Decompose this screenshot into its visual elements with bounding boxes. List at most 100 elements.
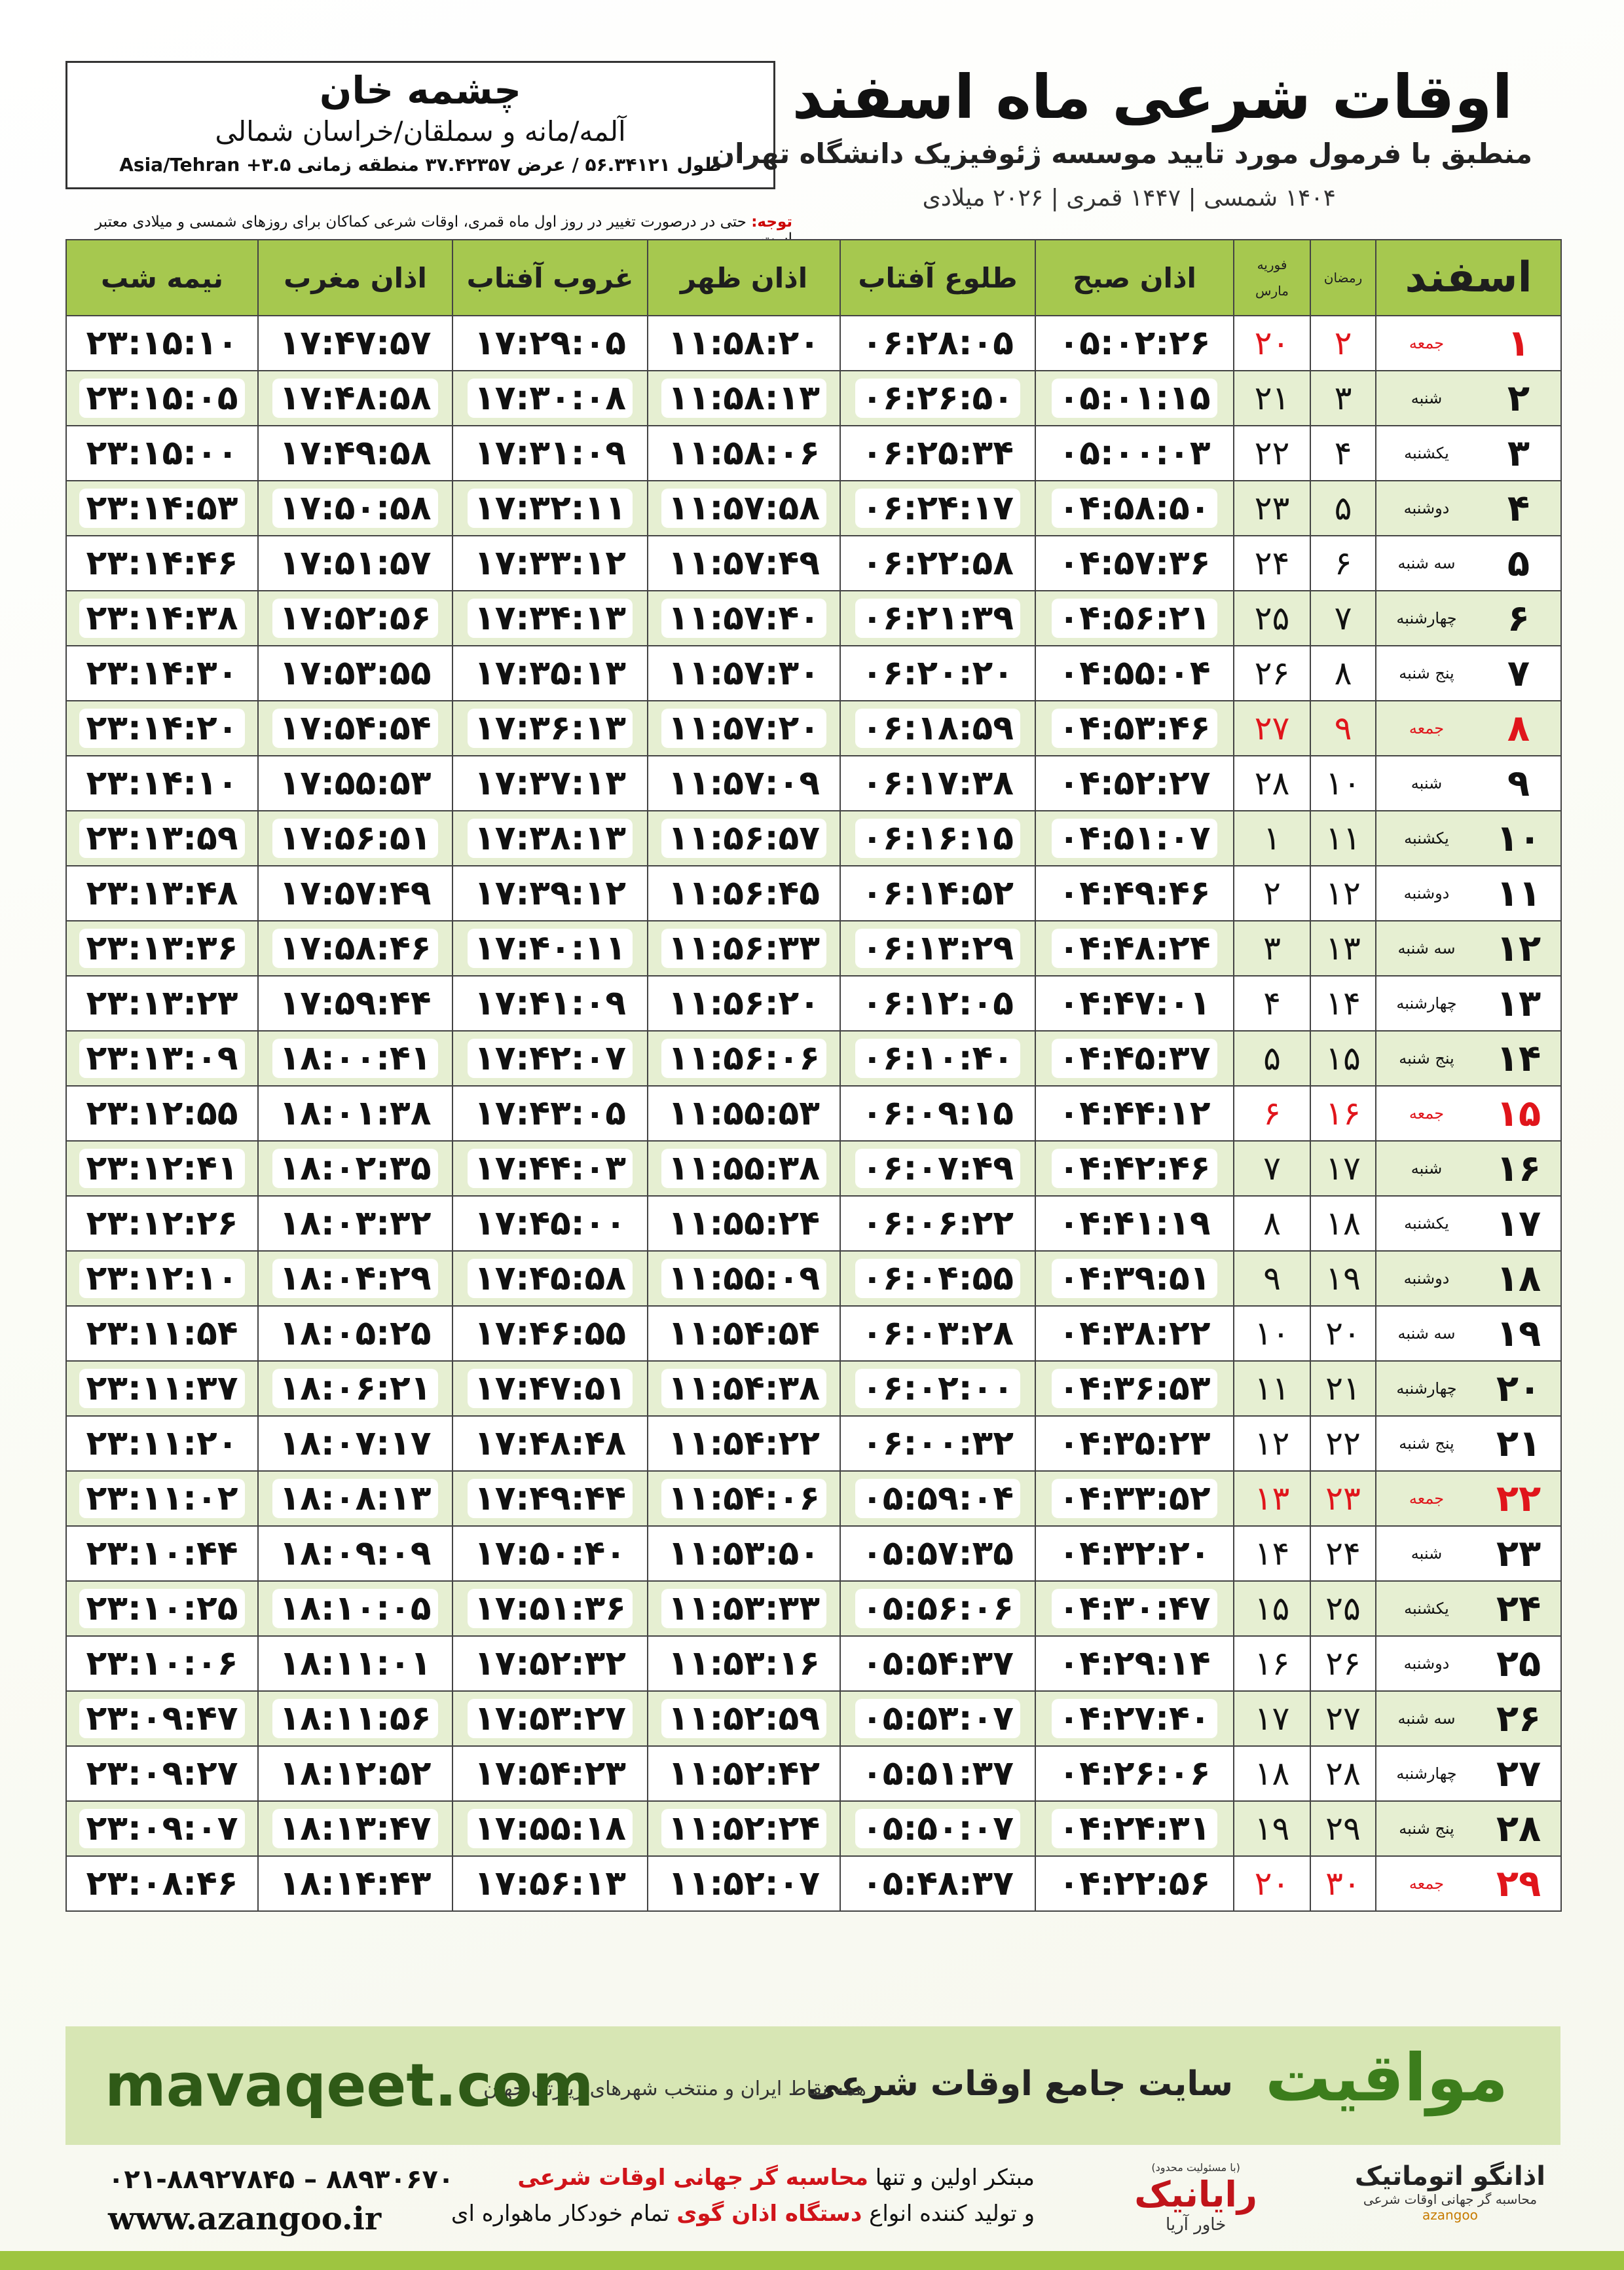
time-cell: ۰۴:۳۵:۲۳ (1035, 1415, 1234, 1472)
time-cell: ۰۶:۰۷:۴۹ (840, 1140, 1036, 1197)
table-body: ۱ جمعه ۲ ۲۰ ۰۵:۰۲:۲۶ ۰۶:۲۸:۰۵ ۱۱:۵۸:۲۰ ۱۷:۲۹:۰۵… (65, 315, 1562, 1912)
time-cell: ۰۵:۵۳:۰۷ (840, 1690, 1036, 1747)
time: ۱۷:۲۹:۰۵ (467, 324, 633, 363)
time-cell: ۰۶:۲۵:۳۴ (840, 425, 1036, 481)
time-cell: ۱۷:۴۱:۰۹ (452, 975, 648, 1032)
time: ۱۷:۵۶:۱۳ (467, 1864, 633, 1903)
time-cell: ۱۸:۰۲:۳۵ (257, 1140, 453, 1197)
time-cell: ۰۴:۲۹:۱۴ (1035, 1635, 1234, 1692)
lunar-day: ۶ (1310, 535, 1376, 591)
weekday: چهارشنبه (1375, 975, 1477, 1032)
time: ۰۴:۳۵:۲۳ (1052, 1424, 1217, 1463)
lunar-day: ۲ (1310, 315, 1376, 371)
text: دستگاه اذان گوی (676, 2201, 862, 2227)
time-cell: ۱۷:۳۱:۰۹ (452, 425, 648, 481)
time: ۱۷:۵۴:۵۴ (272, 709, 438, 748)
weekday: شنبه (1375, 755, 1477, 811)
website: www.azangoo.ir (108, 2201, 382, 2237)
text: تمام خودکار ماهواره ای (451, 2201, 670, 2227)
time: ۰۴:۴۵:۳۷ (1052, 1039, 1217, 1078)
weekday: شنبه (1375, 1525, 1477, 1582)
time: ۲۳:۱۵:۰۰ (79, 434, 245, 473)
gregorian-day: ۲۶ (1233, 645, 1311, 701)
time: ۱۱:۵۴:۵۴ (661, 1314, 827, 1353)
time-cell: ۰۶:۰۲:۰۰ (840, 1360, 1036, 1417)
lunar-day: ۲۱ (1310, 1360, 1376, 1417)
lunar-day: ۱۰ (1310, 755, 1376, 811)
gregorian-day: ۲ (1233, 865, 1311, 921)
time: ۲۳:۱۳:۰۹ (79, 1039, 245, 1078)
day: ۲ (1477, 370, 1562, 426)
time: ۰۴:۴۱:۱۹ (1052, 1204, 1217, 1243)
day: ۲۰ (1477, 1360, 1562, 1417)
time-cell: ۱۱:۵۶:۳۳ (647, 920, 841, 977)
lunar-day: ۱۴ (1310, 975, 1376, 1032)
time-cell: ۱۱:۵۳:۳۳ (647, 1580, 841, 1637)
time: ۰۴:۵۸:۵۰ (1052, 489, 1217, 528)
weekday: شنبه (1375, 1140, 1477, 1197)
time: ۱۸:۱۱:۵۶ (272, 1699, 438, 1738)
time-cell: ۱۷:۵۳:۲۷ (452, 1690, 648, 1747)
time: ۰۶:۰۳:۲۸ (855, 1314, 1021, 1353)
time-cell: ۲۳:۱۲:۴۱ (65, 1140, 259, 1197)
gregorian-day: ۱۸ (1233, 1745, 1311, 1802)
column-header: نیمه شب (65, 239, 259, 316)
time-cell: ۰۶:۱۰:۴۰ (840, 1030, 1036, 1087)
weekday: سه شنبه (1375, 1305, 1477, 1362)
lunar-day: ۱۱ (1310, 810, 1376, 866)
time-cell: ۰۶:۲۰:۲۰ (840, 645, 1036, 701)
time: ۰۶:۲۱:۳۹ (855, 599, 1021, 638)
time: ۰۵:۵۰:۰۷ (855, 1809, 1021, 1848)
table-row: ۱۳ چهارشنبه ۱۴ ۴ ۰۴:۴۷:۰۱ ۰۶:۱۲:۰۵ ۱۱:۵۶:۲۰ ۱۷:… (65, 975, 1562, 1032)
gregorian-day: ۲۳ (1233, 480, 1311, 536)
time-cell: ۱۱:۵۵:۵۳ (647, 1085, 841, 1142)
time: ۲۳:۱۳:۳۶ (79, 929, 245, 968)
time: ۱۱:۵۶:۵۷ (661, 819, 827, 858)
time-cell: ۱۱:۵۴:۵۴ (647, 1305, 841, 1362)
text: محاسبه گر جهانی اوقات شرعی (517, 2165, 868, 2191)
prayer-table: اسفند رمضان فوریه مارس اذان صبح طلوع آفتاب اذا… (65, 239, 1562, 1912)
time: ۲۳:۱۰:۰۶ (79, 1644, 245, 1683)
location-name: چشمه خان (319, 68, 522, 113)
gregorian-day: ۲۷ (1233, 700, 1311, 756)
time: ۰۶:۱۳:۲۹ (855, 929, 1021, 968)
time: ۱۱:۵۲:۲۴ (661, 1809, 827, 1848)
time-cell: ۱۷:۵۱:۵۷ (257, 535, 453, 591)
day: ۲۱ (1477, 1415, 1562, 1472)
time: ۰۶:۲۵:۳۴ (855, 434, 1021, 473)
time-cell: ۱۷:۳۹:۱۲ (452, 865, 648, 921)
time-cell: ۰۴:۵۳:۴۶ (1035, 700, 1234, 756)
lunar-day: ۱۶ (1310, 1085, 1376, 1142)
time-cell: ۲۳:۱۲:۲۶ (65, 1195, 259, 1252)
time: ۱۱:۵۳:۳۳ (661, 1589, 827, 1628)
time: ۰۴:۳۹:۵۱ (1052, 1259, 1217, 1298)
note-label: توجه: (751, 214, 792, 231)
time-cell: ۱۱:۵۵:۳۸ (647, 1140, 841, 1197)
logo-text: رایانیک (1134, 2174, 1257, 2215)
time: ۱۱:۵۴:۲۲ (661, 1424, 827, 1463)
time: ۱۱:۵۶:۲۰ (661, 984, 827, 1023)
time-cell: ۱۱:۵۷:۳۰ (647, 645, 841, 701)
time: ۱۸:۰۳:۳۲ (272, 1204, 438, 1243)
time-cell: ۰۵:۵۰:۰۷ (840, 1800, 1036, 1857)
time-cell: ۱۸:۱۱:۰۱ (257, 1635, 453, 1692)
gregorian-day: ۹ (1233, 1250, 1311, 1307)
time-cell: ۲۳:۱۱:۵۴ (65, 1305, 259, 1362)
time: ۱۱:۵۶:۴۵ (661, 874, 827, 913)
time: ۱۸:۰۴:۲۹ (272, 1259, 438, 1298)
time-cell: ۱۱:۵۶:۵۷ (647, 810, 841, 866)
time-cell: ۲۳:۱۱:۲۰ (65, 1415, 259, 1472)
day: ۱۹ (1477, 1305, 1562, 1362)
time-cell: ۱۷:۵۱:۳۶ (452, 1580, 648, 1637)
time: ۱۷:۵۱:۵۷ (272, 544, 438, 583)
time: ۱۷:۵۲:۵۶ (272, 599, 438, 638)
site-desc: سایت جامع اوقات شرعی (806, 2064, 1233, 2104)
time: ۱۱:۵۵:۲۴ (661, 1204, 827, 1243)
time: ۰۶:۰۷:۴۹ (855, 1149, 1021, 1188)
time-cell: ۲۳:۱۲:۱۰ (65, 1250, 259, 1307)
time: ۱۱:۵۷:۵۸ (661, 489, 827, 528)
lunar-day: ۵ (1310, 480, 1376, 536)
time-cell: ۲۳:۱۱:۳۷ (65, 1360, 259, 1417)
time: ۱۷:۴۸:۵۸ (272, 379, 438, 418)
banner: مواقیت سایت جامع اوقات شرعی همه نقاط ایر… (65, 2026, 1560, 2145)
